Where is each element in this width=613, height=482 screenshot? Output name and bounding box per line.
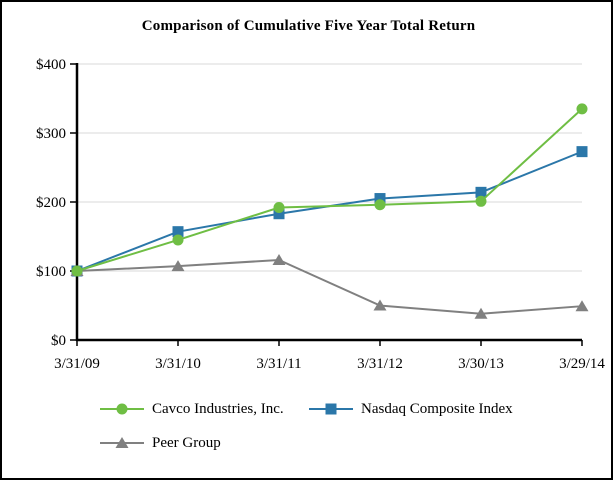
square-marker-icon <box>325 403 337 415</box>
circle-marker-icon <box>374 199 386 211</box>
triangle-marker-icon <box>272 253 286 265</box>
triangle-marker-icon <box>171 260 185 272</box>
series-line-peer-group <box>76 258 583 315</box>
legend-label: Nasdaq Composite Index <box>361 401 513 417</box>
square-marker-icon <box>374 193 386 205</box>
square-marker-icon <box>475 186 487 198</box>
circle-marker-icon <box>576 103 588 115</box>
legend-item-nasdaq-composite-index: Nasdaq Composite Index <box>309 401 513 417</box>
x-tick-label: 3/31/09 <box>54 356 100 372</box>
y-tick-label: $400 <box>36 57 66 73</box>
x-tick-label: 3/31/10 <box>155 356 201 372</box>
circle-marker-icon <box>475 195 487 207</box>
triangle-marker-icon <box>474 307 488 319</box>
circle-marker-icon <box>172 234 184 246</box>
x-tick-label: 3/30/13 <box>458 356 504 372</box>
circle-marker-icon <box>273 202 285 214</box>
triangle-marker-icon <box>575 300 589 312</box>
legend-label: Peer Group <box>152 435 221 451</box>
circle-marker-icon <box>116 403 128 415</box>
circle-marker-icon <box>71 265 83 277</box>
legend-item-cavco-industries-inc: Cavco Industries, Inc. <box>100 401 284 417</box>
legend-item-peer-group: Peer Group <box>100 435 221 451</box>
y-tick-label: $300 <box>36 126 66 142</box>
chart-title: Comparison of Cumulative Five Year Total… <box>141 18 476 34</box>
x-tick-label: 3/29/14 <box>559 356 605 372</box>
x-tick-label: 3/31/12 <box>357 356 403 372</box>
circle-marker-icon <box>100 403 144 415</box>
triangle-marker-icon <box>100 437 144 448</box>
square-marker-icon <box>172 226 184 238</box>
y-tick-label: $0 <box>51 333 66 349</box>
triangle-marker-icon <box>115 437 129 448</box>
triangle-marker-icon <box>373 299 387 311</box>
legend-label: Cavco Industries, Inc. <box>152 401 284 417</box>
series-line-cavco-industries-inc <box>76 108 583 272</box>
x-tick-label: 3/31/11 <box>256 356 301 372</box>
square-marker-icon <box>309 403 353 415</box>
y-tick-label: $100 <box>36 264 66 280</box>
square-marker-icon <box>576 146 588 158</box>
y-tick-label: $200 <box>36 195 66 211</box>
square-marker-icon <box>273 208 285 220</box>
